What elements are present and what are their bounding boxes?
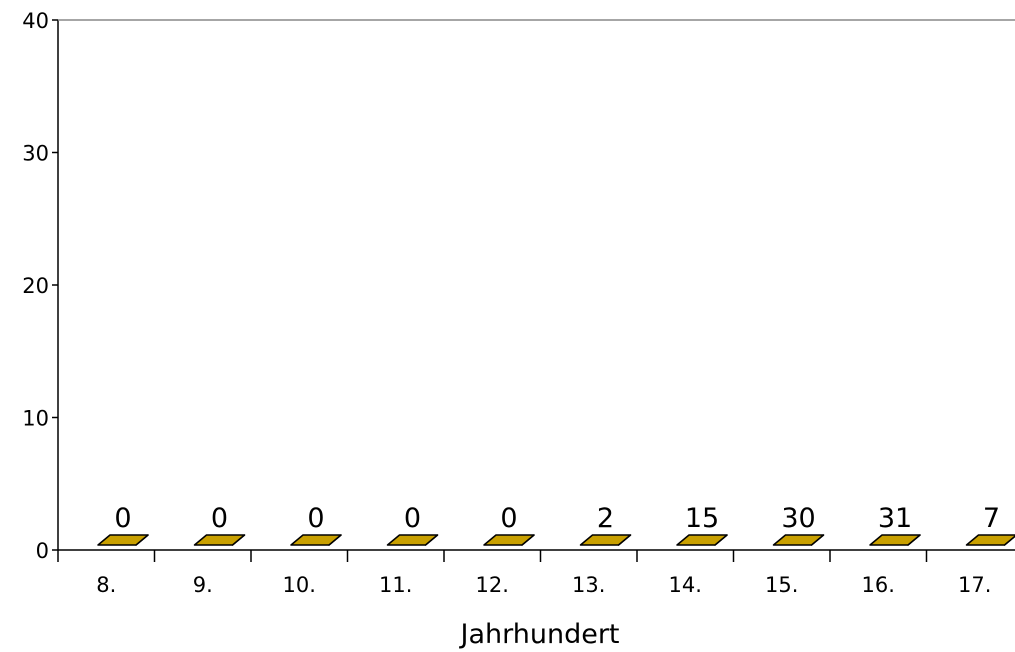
data-label: 31: [878, 503, 912, 534]
bar-top-face: [290, 534, 342, 546]
bar: [772, 534, 825, 546]
bar-top-face: [869, 534, 921, 546]
y-tick-label: 0: [36, 539, 49, 563]
data-label: 2: [597, 503, 614, 534]
bar: [676, 534, 728, 546]
bar: [97, 534, 149, 546]
data-label: 0: [404, 503, 421, 534]
bar-top-face: [676, 534, 728, 546]
bars: [97, 534, 1015, 546]
x-tick-label: 11.: [379, 573, 412, 597]
x-tick-label: 13.: [572, 573, 605, 597]
data-label: 0: [500, 503, 517, 534]
bar-top-face: [965, 534, 1015, 546]
bar: [386, 534, 439, 546]
bar-top-face: [193, 534, 246, 546]
bar: [869, 534, 921, 546]
bar-top-face: [772, 534, 825, 546]
x-tick-label: 12.: [476, 573, 509, 597]
x-tick-label: 16.: [862, 573, 895, 597]
data-label: 0: [211, 503, 228, 534]
data-label: 0: [114, 503, 131, 534]
bar-top-face: [97, 534, 149, 546]
bar: [965, 534, 1015, 546]
bar: [193, 534, 246, 546]
data-label: 30: [781, 503, 815, 534]
y-tick-label: 40: [22, 9, 49, 33]
x-tick-label: 9.: [193, 573, 213, 597]
labels: 0 0 0 0 0 2 15 30 31 7: [114, 503, 1000, 534]
x-tick-label: 14.: [669, 573, 702, 597]
bar: [290, 534, 342, 546]
bar: [579, 534, 632, 546]
bar-top-face: [579, 534, 632, 546]
x-tick-label: 10.: [283, 573, 316, 597]
x-tick-label: 15.: [765, 573, 798, 597]
y-tick-label: 10: [22, 407, 49, 431]
bar: [483, 534, 535, 546]
x-tick-label: 8.: [96, 573, 116, 597]
bar-top-face: [483, 534, 535, 546]
y-tick-label: 20: [22, 274, 49, 298]
bar-top-face: [386, 534, 439, 546]
data-label: 7: [983, 503, 1000, 534]
x-axis-title: Jahrhundert: [458, 619, 619, 650]
data-label: 15: [685, 503, 719, 534]
y-tick-label: 30: [22, 142, 49, 166]
data-label: 0: [307, 503, 324, 534]
x-tick-label: 17.: [958, 573, 991, 597]
